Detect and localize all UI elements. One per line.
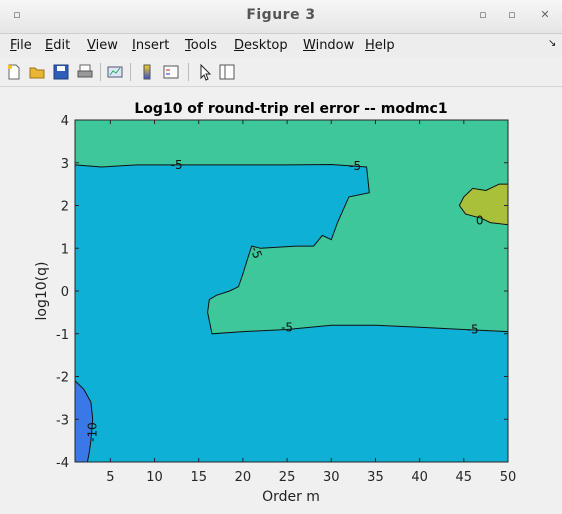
x-tick-label: 25 bbox=[279, 470, 296, 485]
dock-arrow-icon[interactable]: ↘ bbox=[548, 38, 557, 49]
chart-title: Log10 of round-trip rel error -- modmc1 bbox=[134, 101, 447, 117]
menu-label-rest: ools bbox=[190, 38, 218, 53]
y-tick-label: -4 bbox=[56, 456, 69, 471]
contour-plot[interactable]: Log10 of round-trip rel error -- modmc1 … bbox=[0, 87, 562, 510]
minimize-icon[interactable]: ▫ bbox=[479, 8, 487, 21]
x-tick-label: 30 bbox=[323, 470, 340, 485]
y-tick-label: 2 bbox=[61, 200, 69, 215]
menu-label-rest: elp bbox=[374, 38, 395, 53]
contour-label: 0 bbox=[476, 213, 484, 227]
y-tick-label: -2 bbox=[56, 371, 69, 386]
x-tick-label: 20 bbox=[235, 470, 252, 485]
menu-label-rest: nsert bbox=[135, 38, 170, 53]
figure-toolbar bbox=[0, 58, 562, 87]
level-minus5-region bbox=[74, 163, 509, 463]
menu-help[interactable]: Help bbox=[365, 38, 395, 53]
menu-edit[interactable]: Edit bbox=[45, 38, 70, 53]
open-file-icon[interactable] bbox=[28, 63, 46, 81]
toolbar-separator bbox=[130, 63, 131, 81]
x-axis-label: Order m bbox=[262, 489, 320, 505]
menu-label-rest: dit bbox=[53, 38, 71, 53]
menu-mnemonic: I bbox=[132, 38, 136, 53]
contour-label: -5 bbox=[349, 159, 361, 173]
menu-bar: ↘ File Edit View Insert Tools Desktop Window He… bbox=[0, 34, 562, 58]
y-tick-label: 4 bbox=[61, 114, 69, 129]
edit-plot-icon[interactable] bbox=[196, 63, 214, 81]
y-axis-label: log10(q) bbox=[34, 262, 50, 321]
menu-tools[interactable]: Tools bbox=[185, 38, 217, 53]
window-menu-icon[interactable]: ▫ bbox=[13, 8, 21, 21]
contour-label: -10 bbox=[86, 422, 100, 442]
level-zero-region bbox=[458, 183, 509, 226]
x-tick-label: 50 bbox=[500, 470, 517, 485]
window-title: Figure 3 bbox=[246, 7, 316, 23]
menu-desktop[interactable]: Desktop bbox=[234, 38, 288, 53]
x-tick-label: 5 bbox=[106, 470, 114, 485]
menu-mnemonic: F bbox=[10, 38, 17, 53]
x-tick-label: 45 bbox=[456, 470, 473, 485]
figure-canvas: Log10 of round-trip rel error -- modmc1 … bbox=[0, 87, 562, 510]
property-inspector-icon[interactable] bbox=[218, 63, 236, 81]
menu-mnemonic: H bbox=[365, 38, 375, 53]
menu-label-rest: esktop bbox=[244, 38, 288, 53]
close-icon[interactable]: ✕ bbox=[540, 8, 550, 21]
contour-labels: -5 -5 -5 -5 -5 0 -10 bbox=[86, 158, 484, 442]
menu-view[interactable]: View bbox=[87, 38, 118, 53]
menu-file[interactable]: File bbox=[10, 38, 32, 53]
y-tick-label: -1 bbox=[56, 328, 69, 343]
insert-colorbar-icon[interactable] bbox=[138, 63, 156, 81]
contour-label: -5 bbox=[281, 320, 293, 334]
y-tick-label: -3 bbox=[56, 413, 69, 428]
toolbar-separator bbox=[100, 63, 101, 81]
menu-mnemonic: E bbox=[45, 38, 54, 53]
toolbar-separator bbox=[188, 63, 189, 81]
insert-legend-icon[interactable] bbox=[162, 63, 180, 81]
menu-mnemonic: D bbox=[234, 38, 245, 53]
contour-label: -5 bbox=[248, 245, 265, 261]
menu-mnemonic: V bbox=[87, 38, 96, 53]
save-icon[interactable] bbox=[52, 63, 70, 81]
menu-label-rest: iew bbox=[95, 38, 118, 53]
menu-window[interactable]: Window bbox=[303, 38, 354, 53]
x-tick-label: 40 bbox=[411, 470, 428, 485]
x-tick-label: 15 bbox=[190, 470, 207, 485]
menu-label-rest: ile bbox=[16, 38, 32, 53]
menu-insert[interactable]: Insert bbox=[132, 38, 169, 53]
y-tick-label: 0 bbox=[61, 285, 69, 300]
link-plot-icon[interactable] bbox=[106, 63, 124, 81]
contour-fill-regions bbox=[74, 120, 509, 463]
contour-label: -5 bbox=[171, 158, 183, 172]
menu-mnemonic: T bbox=[185, 38, 191, 53]
y-tick-label: 3 bbox=[61, 157, 69, 172]
contour-label: -5 bbox=[467, 322, 479, 336]
menu-mnemonic: W bbox=[303, 38, 316, 53]
maximize-icon[interactable]: ▫ bbox=[508, 8, 516, 21]
new-figure-icon[interactable] bbox=[5, 63, 23, 81]
window-titlebar: ▫ Figure 3 ▫ ▫ ✕ bbox=[0, 0, 562, 34]
x-tick-label: 35 bbox=[367, 470, 384, 485]
y-tick-label: 1 bbox=[61, 242, 69, 257]
x-tick-label: 10 bbox=[146, 470, 163, 485]
print-icon[interactable] bbox=[76, 63, 94, 81]
menu-label-rest: indow bbox=[315, 38, 355, 53]
